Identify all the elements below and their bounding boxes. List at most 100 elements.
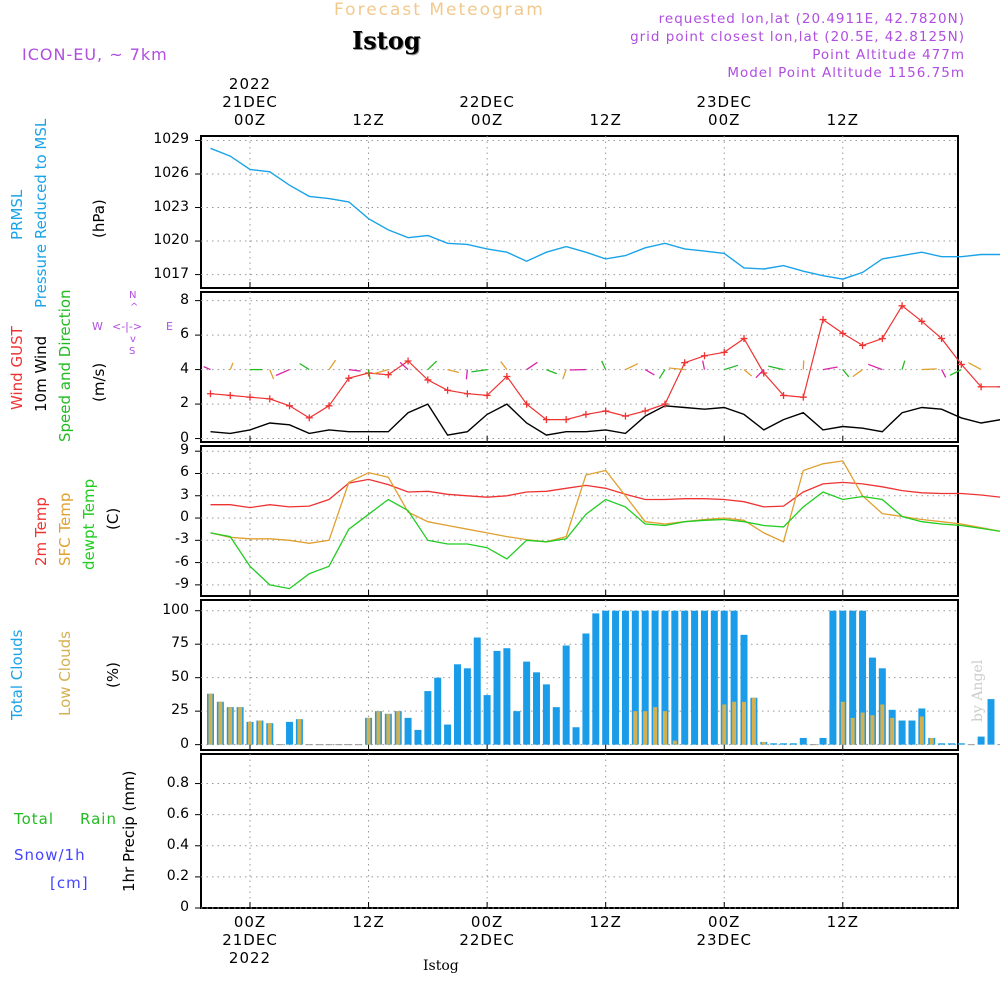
- total-cloud-bar: [602, 610, 610, 745]
- y-tick-label-clouds: 100: [162, 601, 189, 618]
- wind-direction-arrow: [203, 366, 211, 371]
- low-cloud-bar: [672, 740, 677, 745]
- total-cloud-bar: [542, 684, 550, 745]
- gust-marker: [404, 357, 412, 365]
- y-tick-label-temp: -9: [175, 575, 189, 592]
- total-cloud-bar: [691, 610, 699, 745]
- total-cloud-bar: [908, 720, 916, 745]
- total-cloud-bar: [789, 743, 797, 745]
- total-cloud-bar: [552, 707, 560, 745]
- low-cloud-bar: [890, 717, 895, 745]
- y-tick-label-temp: 6: [180, 464, 189, 481]
- y-tick-label-temp: 0: [180, 509, 189, 526]
- total-cloud-bar: [710, 610, 718, 745]
- gust-marker: [720, 348, 728, 356]
- total-cloud-bar: [641, 610, 649, 745]
- gust-marker: [957, 360, 965, 368]
- gust-marker: [226, 391, 234, 399]
- low-cloud-bar: [722, 704, 727, 745]
- gust-marker: [325, 402, 333, 410]
- low-cloud-bar: [742, 701, 746, 745]
- gust-marker: [621, 412, 629, 420]
- gust-marker: [918, 317, 926, 325]
- wind-direction-arrow: [328, 359, 337, 370]
- gust-marker: [602, 407, 610, 415]
- x-bottom-label: 00Z: [708, 913, 741, 931]
- x-top-label: 12Z: [826, 111, 859, 129]
- total-cloud-bar: [700, 610, 708, 745]
- wind-direction-arrow: [852, 369, 863, 378]
- wind-direction-arrow: [526, 361, 538, 371]
- gust-marker: [859, 341, 867, 349]
- low-cloud-bar: [732, 701, 737, 745]
- x-top-label: 12Z: [352, 111, 385, 129]
- gust-marker: [938, 335, 946, 343]
- wind-direction-arrow: [968, 362, 982, 371]
- wind-direction-arrow: [275, 368, 290, 377]
- wind-direction-arrow: [668, 367, 685, 371]
- total-cloud-bar: [770, 743, 778, 745]
- total-cloud-bar: [957, 743, 965, 745]
- wind-direction-arrow: [724, 364, 739, 371]
- gust-marker: [839, 329, 847, 337]
- temp-sfc-line: [210, 460, 1000, 544]
- y-tick-label-temp: -6: [175, 553, 189, 570]
- wind-direction-arrow: [921, 368, 937, 371]
- y-tick-label-clouds: 25: [171, 702, 189, 719]
- gust-marker: [463, 390, 471, 398]
- model-name: ICON-EU, ~ 7km: [22, 45, 168, 64]
- y-tick-label-wind: 2: [180, 395, 189, 412]
- gust-marker: [503, 372, 511, 380]
- grid-point-coords: grid point closest lon,lat (20.5E, 42.81…: [630, 29, 965, 45]
- low-cloud-bar: [208, 693, 213, 745]
- model-altitude: Model Point Altitude 1156.75m: [727, 65, 965, 81]
- wind-direction-arrow: [625, 363, 639, 371]
- y-tick-label-wind: 4: [180, 360, 189, 377]
- gust-marker: [266, 395, 274, 403]
- gust-marker: [246, 393, 254, 401]
- wind-direction-arrow: [901, 360, 906, 370]
- x-top-label: 2022: [228, 75, 272, 93]
- panel-frame-temp: [200, 445, 959, 597]
- x-bottom-label: 22DEC: [459, 931, 515, 949]
- total-cloud-bar: [819, 737, 827, 745]
- wind-direction-arrow: [399, 361, 409, 371]
- wind-direction-arrow: [644, 369, 655, 376]
- wind-direction-arrow: [842, 369, 850, 378]
- y-tick-label-clouds: 50: [171, 668, 189, 685]
- total-cloud-bar: [414, 729, 422, 745]
- low-cloud-bar: [751, 697, 756, 745]
- total-cloud-bar: [799, 737, 807, 745]
- x-bottom-label: 12Z: [826, 913, 859, 931]
- footer-station: Istog: [423, 958, 459, 974]
- low-cloud-bar: [633, 711, 638, 745]
- x-top-label: 00Z: [470, 111, 504, 129]
- y-tick-label-clouds: 0: [180, 735, 189, 752]
- gust-marker: [286, 402, 294, 410]
- low-cloud-bar: [376, 711, 381, 745]
- x-bottom-label: 12Z: [352, 913, 385, 931]
- total-cloud-bar: [562, 645, 570, 745]
- gust-marker: [483, 391, 491, 399]
- low-cloud-bar: [396, 711, 401, 745]
- wind-direction-arrow: [755, 369, 765, 379]
- gust-marker: [582, 410, 590, 418]
- gust-marker: [819, 316, 827, 324]
- wind-direction-arrow: [465, 369, 469, 380]
- total-cloud-bar: [987, 699, 995, 745]
- y-tick-label-pressure: 1029: [153, 131, 189, 148]
- total-cloud-bar: [434, 677, 442, 745]
- gust-marker: [661, 400, 669, 408]
- wind-direction-arrow: [299, 362, 310, 371]
- compass-up: ^: [130, 302, 139, 313]
- wind-direction-arrow: [367, 369, 371, 380]
- y-tick-label-wind: 6: [180, 326, 189, 343]
- low-cloud-bar: [653, 707, 658, 745]
- gust-marker: [384, 371, 392, 379]
- total-cloud-bar: [473, 637, 481, 745]
- gust-marker: [740, 335, 748, 343]
- gust-marker: [305, 414, 313, 422]
- low-cloud-bar: [919, 716, 924, 745]
- panel-frame-pressure: [200, 135, 959, 289]
